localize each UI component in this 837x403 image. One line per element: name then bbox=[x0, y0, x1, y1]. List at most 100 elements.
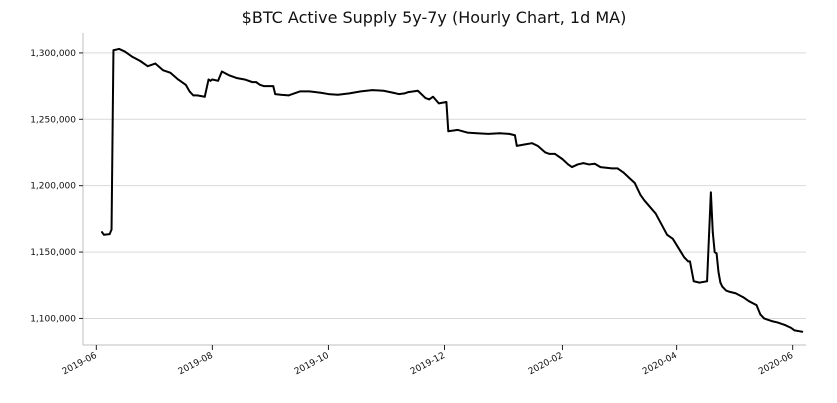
data-point bbox=[523, 143, 526, 146]
data-point bbox=[548, 152, 551, 155]
data-point bbox=[725, 289, 727, 292]
data-point bbox=[689, 260, 691, 263]
data-point bbox=[112, 49, 115, 52]
data-point bbox=[633, 182, 636, 184]
data-point bbox=[767, 318, 769, 321]
data-point bbox=[561, 158, 564, 161]
data-point bbox=[251, 81, 254, 84]
data-point bbox=[279, 93, 282, 96]
data-point bbox=[797, 330, 800, 332]
data-point bbox=[209, 79, 212, 82]
data-point bbox=[571, 166, 573, 168]
series-line bbox=[101, 47, 804, 333]
data-point bbox=[793, 329, 796, 332]
chart-title: $BTC Active Supply 5y-7y (Hourly Chart, … bbox=[242, 8, 627, 27]
data-point bbox=[713, 251, 716, 253]
data-point bbox=[643, 199, 646, 202]
x-tick-layer: 2019-06 2019-08 2019-10 2019-12 2020-02 2020-… bbox=[61, 345, 795, 378]
data-point bbox=[243, 78, 246, 81]
data-point bbox=[319, 91, 322, 94]
data-point bbox=[407, 91, 410, 93]
data-point bbox=[445, 101, 448, 103]
data-point bbox=[110, 228, 113, 231]
data-point bbox=[169, 71, 172, 74]
data-point bbox=[192, 94, 195, 97]
data-point bbox=[184, 83, 187, 86]
data-point bbox=[616, 167, 619, 170]
series-layer bbox=[101, 47, 804, 333]
data-point bbox=[211, 78, 214, 81]
data-point bbox=[403, 92, 406, 95]
data-point bbox=[337, 93, 339, 96]
data-point bbox=[131, 55, 134, 58]
data-point bbox=[531, 142, 533, 145]
data-point bbox=[416, 89, 419, 92]
data-point bbox=[666, 233, 669, 236]
data-point bbox=[755, 304, 758, 307]
data-point bbox=[259, 83, 261, 86]
data-point bbox=[588, 163, 590, 166]
data-point bbox=[255, 81, 258, 84]
data-point bbox=[789, 326, 792, 329]
data-point bbox=[622, 171, 625, 174]
data-point bbox=[154, 62, 157, 65]
data-point bbox=[692, 280, 695, 283]
x-tick-label: 2019-08 bbox=[177, 351, 215, 378]
data-point bbox=[759, 313, 762, 316]
data-point bbox=[677, 247, 680, 249]
data-point bbox=[639, 194, 642, 196]
data-point bbox=[397, 93, 400, 95]
data-point bbox=[432, 95, 434, 98]
data-point bbox=[382, 89, 385, 92]
data-point bbox=[428, 98, 431, 101]
data-point bbox=[236, 77, 239, 80]
data-point bbox=[683, 256, 686, 259]
data-point bbox=[177, 78, 180, 81]
data-point bbox=[748, 300, 750, 303]
data-point bbox=[456, 129, 459, 131]
data-point bbox=[139, 59, 141, 62]
data-point bbox=[734, 292, 737, 295]
data-point bbox=[544, 151, 547, 154]
data-point bbox=[513, 134, 516, 137]
data-point bbox=[599, 166, 602, 168]
data-point bbox=[770, 320, 773, 323]
data-point bbox=[671, 237, 674, 240]
data-point bbox=[742, 296, 745, 299]
data-point bbox=[801, 330, 804, 333]
data-point bbox=[719, 281, 722, 284]
data-point bbox=[593, 162, 596, 165]
data-point bbox=[487, 133, 490, 135]
data-point bbox=[721, 285, 724, 288]
data-point bbox=[327, 93, 330, 95]
data-point bbox=[348, 92, 351, 95]
data-point bbox=[654, 212, 657, 215]
data-point bbox=[475, 132, 478, 135]
data-point bbox=[392, 91, 395, 94]
axes-layer bbox=[82, 33, 806, 346]
data-point bbox=[299, 90, 301, 93]
x-tick-label: 2020-04 bbox=[641, 351, 679, 378]
y-tick-label: 1,200,000 bbox=[30, 182, 76, 192]
data-point bbox=[717, 271, 720, 273]
data-point bbox=[649, 206, 651, 208]
data-point bbox=[576, 163, 579, 166]
data-point bbox=[207, 78, 210, 81]
x-tick-label: 2020-06 bbox=[757, 351, 795, 378]
data-point bbox=[709, 191, 712, 194]
data-point bbox=[287, 94, 290, 97]
data-point bbox=[203, 95, 206, 98]
grid-layer bbox=[83, 52, 806, 319]
data-point bbox=[371, 89, 374, 91]
data-point bbox=[784, 324, 786, 326]
data-point bbox=[466, 131, 469, 134]
data-point bbox=[776, 321, 779, 324]
data-point bbox=[605, 166, 608, 169]
data-point bbox=[308, 90, 311, 93]
x-tick-label: 2020-02 bbox=[527, 351, 565, 377]
data-point bbox=[359, 90, 362, 93]
data-point bbox=[763, 317, 766, 320]
data-point bbox=[123, 50, 126, 53]
